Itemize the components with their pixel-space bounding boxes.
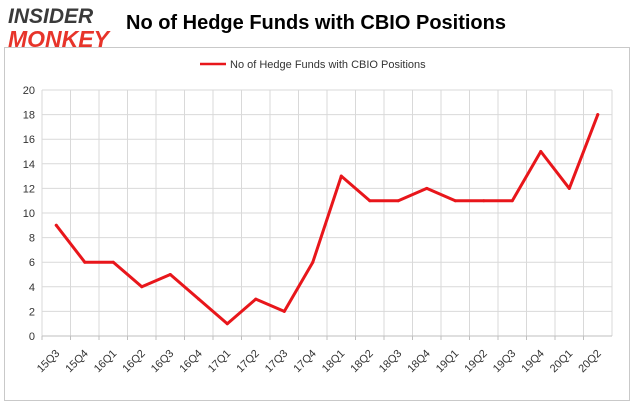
data-point-18Q4 <box>425 186 429 190</box>
x-tick-label-16Q2: 16Q2 <box>120 348 148 376</box>
data-point-17Q2 <box>254 297 258 301</box>
x-tick-label-16Q1: 16Q1 <box>92 348 120 376</box>
logo-line-monkey: MONKEY <box>8 26 109 52</box>
insider-monkey-logo: INSIDER MONKEY <box>8 6 118 54</box>
data-point-18Q1 <box>339 174 343 178</box>
y-tick-label: 4 <box>29 282 35 294</box>
x-tick-label-17Q3: 17Q3 <box>263 348 291 376</box>
grid-layer <box>41 89 613 336</box>
x-tick-labels: 15Q3 15Q4 16Q1 16Q2 16Q3 16Q4 17Q1 17Q2 17Q3 17Q4… <box>35 348 604 376</box>
x-tick-label-15Q3: 15Q3 <box>35 348 63 376</box>
x-tick-label-17Q1: 17Q1 <box>206 348 234 376</box>
chart-frame <box>4 47 630 401</box>
data-point-17Q4 <box>311 260 315 264</box>
x-tick-label-15Q4: 15Q4 <box>63 348 91 376</box>
x-tick-label-19Q4: 19Q4 <box>519 348 547 376</box>
x-tick-label-16Q4: 16Q4 <box>177 348 205 376</box>
x-tick-label-17Q4: 17Q4 <box>291 348 319 376</box>
data-point-16Q2 <box>140 285 144 289</box>
y-tick-label: 16 <box>23 134 35 146</box>
data-point-15Q3 <box>54 223 58 227</box>
data-point-19Q2 <box>482 199 486 203</box>
legend-label: No of Hedge Funds with CBIO Positions <box>230 59 426 71</box>
data-point-16Q1 <box>111 260 115 264</box>
x-tick-label-19Q1: 19Q1 <box>434 348 462 376</box>
y-tick-labels: 0 2 4 6 8 10 12 14 16 18 20 <box>23 85 35 343</box>
y-tick-label: 10 <box>23 208 35 220</box>
data-point-19Q1 <box>453 199 457 203</box>
x-tick-label-19Q2: 19Q2 <box>462 348 490 376</box>
y-tick-label: 18 <box>23 110 35 122</box>
legend: No of Hedge Funds with CBIO Positions <box>200 59 426 71</box>
data-point-17Q3 <box>282 309 286 313</box>
y-tick-label: 8 <box>29 233 35 245</box>
x-tick-label-16Q3: 16Q3 <box>149 348 177 376</box>
series-line <box>54 113 600 326</box>
data-point-20Q1 <box>567 186 571 190</box>
x-tick-label-18Q4: 18Q4 <box>405 348 433 376</box>
logo-line-insider: INSIDER <box>8 5 94 28</box>
data-point-16Q3 <box>168 273 172 276</box>
x-tick-label-18Q1: 18Q1 <box>320 348 348 376</box>
data-point-20Q2 <box>596 113 600 117</box>
x-tick-label-20Q2: 20Q2 <box>576 348 604 376</box>
axis-layer <box>41 335 612 340</box>
x-tick-label-18Q3: 18Q3 <box>377 348 405 376</box>
data-point-19Q4 <box>539 150 543 153</box>
data-point-16Q4 <box>197 297 201 301</box>
data-point-18Q3 <box>396 199 400 203</box>
y-tick-label: 0 <box>29 331 35 343</box>
chart-title: No of Hedge Funds with CBIO Positions <box>126 12 506 34</box>
y-tick-label: 14 <box>23 159 35 171</box>
data-point-15Q4 <box>83 260 87 264</box>
y-tick-label: 20 <box>23 85 35 97</box>
series-layer <box>54 113 600 326</box>
x-tick-label-19Q3: 19Q3 <box>491 348 519 376</box>
x-tick-label-18Q2: 18Q2 <box>348 348 376 376</box>
x-tick-label-17Q2: 17Q2 <box>234 348 262 376</box>
y-tick-label: 2 <box>29 306 35 318</box>
data-point-18Q2 <box>368 199 372 203</box>
y-tick-label: 12 <box>23 183 35 195</box>
x-tick-label-20Q1: 20Q1 <box>548 348 576 376</box>
data-point-19Q3 <box>510 199 514 203</box>
y-tick-label: 6 <box>29 257 35 269</box>
data-point-17Q1 <box>225 322 229 326</box>
